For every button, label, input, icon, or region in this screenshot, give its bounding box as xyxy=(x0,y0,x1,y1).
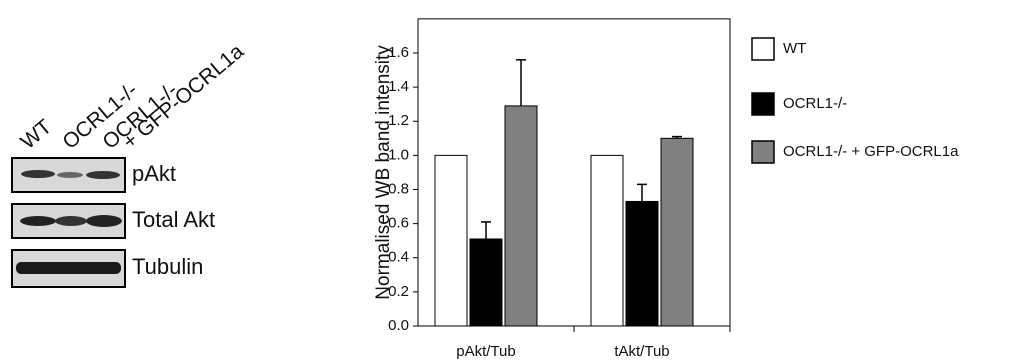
legend-swatch xyxy=(752,93,774,115)
blot-row-label: Tubulin xyxy=(132,254,203,279)
x-tick-label: tAkt/Tub xyxy=(614,343,669,360)
blot-row-label: Total Akt xyxy=(132,207,215,232)
bar xyxy=(435,155,467,326)
x-tick-label: pAkt/Tub xyxy=(456,343,515,360)
error-bar xyxy=(516,60,526,106)
band xyxy=(16,262,121,274)
error-bar xyxy=(637,184,647,201)
band xyxy=(57,172,83,178)
band xyxy=(86,171,120,179)
band xyxy=(20,216,56,226)
error-bar xyxy=(481,222,491,239)
band xyxy=(86,215,122,227)
y-axis-title: Normalised WB band intensity xyxy=(373,45,394,300)
bar xyxy=(626,201,658,326)
bar xyxy=(661,138,693,326)
y-tick-label: 0.0 xyxy=(388,317,409,334)
legend-label: WT xyxy=(783,40,806,57)
band xyxy=(21,170,55,178)
legend-label: OCRL1-/- xyxy=(783,95,847,112)
lane-label: WT xyxy=(16,115,56,154)
bar xyxy=(470,239,502,326)
page: pAktTotal AktTubulinWTOCRL1-/-OCRL1-/-+ … xyxy=(0,0,1013,364)
band xyxy=(55,216,87,226)
blot-row-label: pAkt xyxy=(132,161,176,186)
figure: pAktTotal AktTubulinWTOCRL1-/-OCRL1-/-+ … xyxy=(0,0,1013,364)
legend-swatch xyxy=(752,141,774,163)
blot xyxy=(12,158,125,287)
bar xyxy=(505,106,537,326)
bar xyxy=(591,155,623,326)
legend-swatch xyxy=(752,38,774,60)
legend-label: OCRL1-/- + GFP-OCRL1a xyxy=(783,143,959,160)
